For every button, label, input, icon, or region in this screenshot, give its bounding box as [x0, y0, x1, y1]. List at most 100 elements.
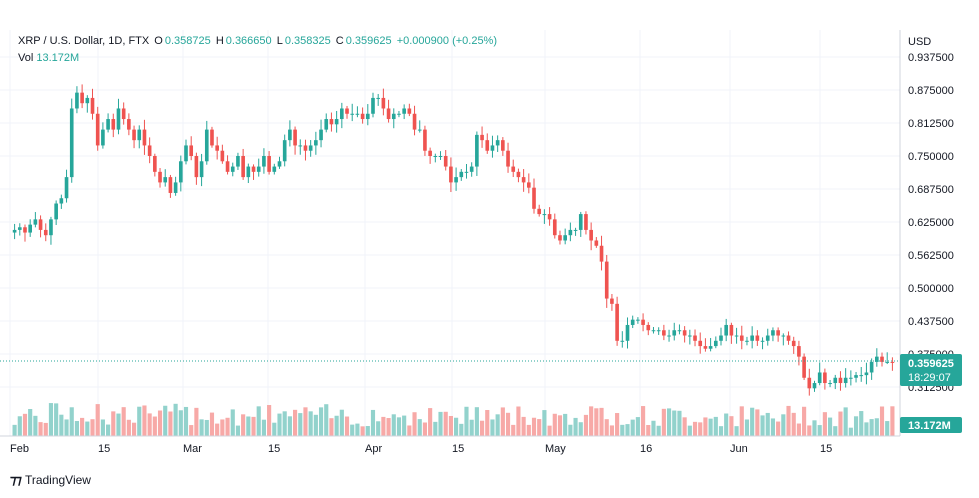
volume-bar — [194, 407, 199, 436]
price-axis[interactable]: 0.937500 0.875000 0.812500 0.750000 0.687500… — [908, 52, 954, 394]
candle-body — [526, 182, 531, 188]
volume-bar — [28, 409, 33, 436]
candle-body — [781, 335, 786, 337]
volume-bar — [241, 414, 246, 436]
volume-bar — [615, 413, 620, 436]
volume-bar — [407, 425, 412, 436]
volume-bar — [225, 417, 230, 436]
candle-body — [106, 119, 110, 130]
candle-body — [719, 335, 723, 341]
candle-body — [615, 303, 619, 341]
volume-bar — [620, 424, 625, 436]
volume-bar — [822, 412, 827, 436]
candle-body — [272, 166, 277, 172]
volume-bar — [687, 425, 692, 436]
x-tick-label: Jun — [730, 443, 748, 455]
candle-body — [594, 240, 599, 246]
candle-body — [542, 214, 547, 216]
volume-bar — [630, 419, 635, 436]
volume-bar — [95, 404, 100, 436]
volume-bar — [448, 415, 453, 436]
candle-body — [750, 335, 754, 341]
candle-body — [449, 166, 453, 183]
candle-body — [464, 171, 469, 173]
candle-body — [599, 245, 604, 262]
volume-bar — [334, 415, 339, 436]
volume-bar — [698, 422, 703, 436]
candle-body — [636, 319, 640, 321]
volume-bar — [80, 417, 85, 436]
candle-body — [745, 340, 749, 342]
volume-bar — [812, 420, 817, 436]
volume-bar — [277, 413, 282, 436]
volume-bar — [147, 413, 152, 436]
candle-body — [662, 330, 666, 336]
candle-body — [703, 346, 708, 349]
candle-body — [308, 145, 313, 151]
volume-bar — [282, 411, 287, 436]
volume-bar — [17, 416, 22, 436]
candle-body — [90, 97, 95, 114]
volume-bar — [90, 419, 95, 436]
candle-body — [17, 227, 22, 230]
y-tick-label: 0.812500 — [908, 118, 954, 130]
candle-body — [656, 330, 661, 332]
candle-body — [771, 330, 775, 336]
volume-bar — [157, 410, 163, 436]
time-axis[interactable]: Feb 15 Mar 15 Apr 15 May 16 Jun 15 — [10, 443, 832, 455]
volume-bars — [12, 403, 895, 436]
candle-body — [376, 97, 381, 99]
open-value: 0.358725 — [164, 35, 211, 47]
symbol-title[interactable]: XRP / U.S. Dollar, 1D, FTX — [18, 35, 150, 47]
candle-body — [199, 161, 204, 178]
volume-bar — [256, 406, 261, 436]
volume-bar — [246, 416, 251, 436]
volume-bar — [853, 416, 859, 436]
candle-body — [225, 161, 230, 172]
candle-body — [625, 324, 630, 341]
tradingview-logo[interactable]: ⁊⁊ TradingView — [10, 472, 91, 488]
candle-body — [807, 377, 812, 389]
candle-body — [890, 361, 895, 363]
volume-bar — [744, 419, 750, 436]
candle-body — [324, 119, 329, 130]
candle-body — [578, 214, 583, 230]
volume-bar — [370, 409, 376, 436]
candle-body — [459, 171, 464, 178]
candle-body — [849, 377, 853, 379]
volume-bar — [734, 426, 739, 436]
volume-bar — [386, 418, 391, 436]
volume-bar — [215, 423, 220, 436]
volume-bar — [293, 409, 298, 436]
candle-body — [85, 97, 90, 104]
candle-body — [552, 219, 557, 236]
candle-body — [708, 346, 713, 349]
volume-bar — [313, 414, 318, 436]
volume-bar — [557, 415, 563, 436]
volume-bar — [220, 419, 225, 436]
volume-bar — [428, 408, 433, 436]
candle-body — [137, 129, 142, 141]
volume-bar — [718, 426, 724, 436]
volume-bar — [168, 411, 173, 436]
candle-body — [667, 335, 671, 337]
candle-body — [334, 119, 339, 125]
volume-value: 13.172M — [36, 52, 80, 64]
candle-body — [38, 219, 43, 230]
candle-body — [80, 92, 84, 104]
volume-bar — [838, 411, 843, 436]
volume-bar — [609, 425, 614, 436]
volume-bar — [677, 410, 682, 436]
volume-bar — [178, 410, 183, 436]
candle-body — [469, 166, 474, 172]
volume-bar — [412, 412, 417, 436]
candle-body — [506, 150, 510, 167]
volume-bar — [438, 411, 443, 436]
candle-body — [64, 177, 69, 199]
candle-body — [760, 340, 765, 342]
candle-body — [386, 108, 391, 120]
candle-body — [371, 97, 375, 114]
volume-bar — [843, 407, 848, 436]
candle-body — [345, 108, 349, 114]
